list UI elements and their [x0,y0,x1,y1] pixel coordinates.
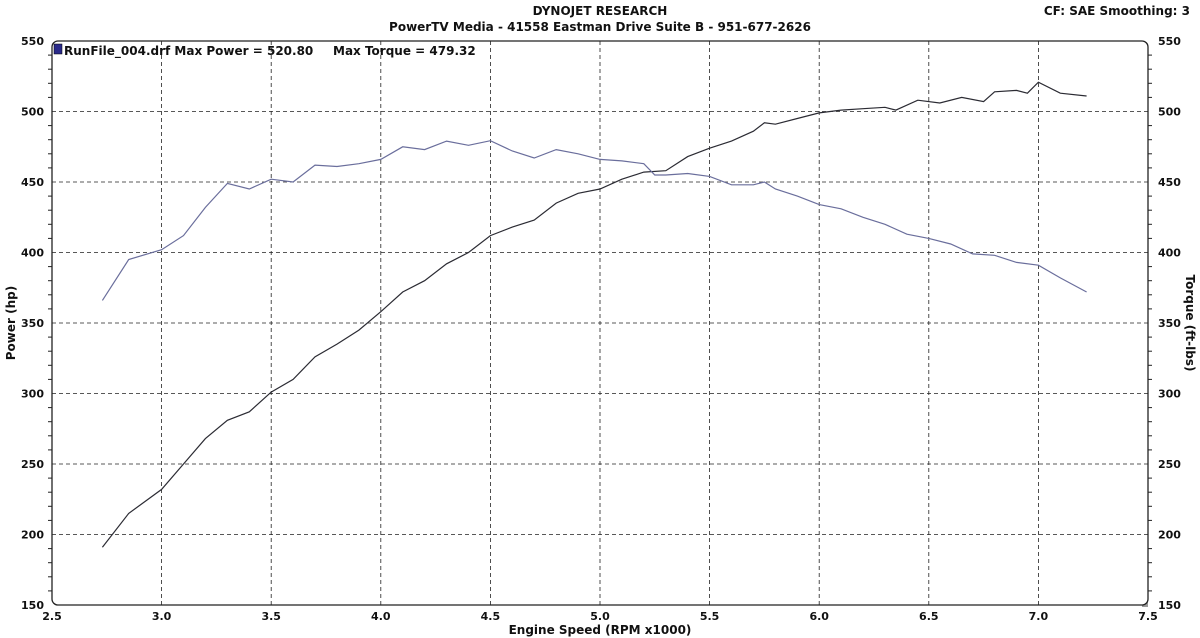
x-tick-label: 3.5 [261,610,281,623]
y2-tick-label: 400 [1158,247,1181,260]
y2-axis-label: Torque (ft-lbs) [1183,275,1197,372]
chart-title: DYNOJET RESEARCH [532,4,668,18]
y2-tick-label: 200 [1158,529,1181,542]
torque-line [101,140,1087,301]
y-tick-label: 350 [21,317,44,330]
x-tick-label: 7.0 [1029,610,1049,623]
x-tick-label: 2.5 [42,610,62,623]
y-tick-label: 300 [21,388,44,401]
y-tick-label: 150 [21,599,44,612]
y-tick-label: 550 [21,35,44,48]
x-tick-label: 5.0 [590,610,610,623]
y-axis-label: Power (hp) [4,286,18,360]
y-tick-label: 500 [21,106,44,119]
y-tick-label: 400 [21,247,44,260]
x-axis-label: Engine Speed (RPM x1000) [509,623,692,637]
x-tick-label: 6.0 [809,610,829,623]
y2-tick-label: 550 [1158,35,1181,48]
legend-swatch [53,43,63,55]
x-tick-label: 3.0 [152,610,172,623]
y2-tick-label: 450 [1158,176,1181,189]
legend-max-torque: Max Torque = 479.32 [333,44,476,58]
x-tick-label: 4.0 [371,610,391,623]
chart-subtitle: PowerTV Media - 41558 Eastman Drive Suit… [389,20,811,34]
y2-tick-label: 300 [1158,388,1181,401]
y2-tick-label: 500 [1158,106,1181,119]
y-tick-label: 450 [21,176,44,189]
y-tick-label: 200 [21,529,44,542]
x-tick-label: 5.5 [700,610,720,623]
power-line [101,81,1087,548]
legend-run: RunFile_004.drf Max Power = 520.80 [64,44,313,59]
y-tick-label: 250 [21,458,44,471]
y2-tick-label: 350 [1158,317,1181,330]
x-tick-label: 6.5 [919,610,939,623]
x-tick-label: 4.5 [481,610,501,623]
settings-label: CF: SAE Smoothing: 3 [1043,4,1190,18]
y2-tick-label: 150 [1158,599,1181,612]
x-tick-label: 7.5 [1138,610,1158,623]
y2-tick-label: 250 [1158,458,1181,471]
